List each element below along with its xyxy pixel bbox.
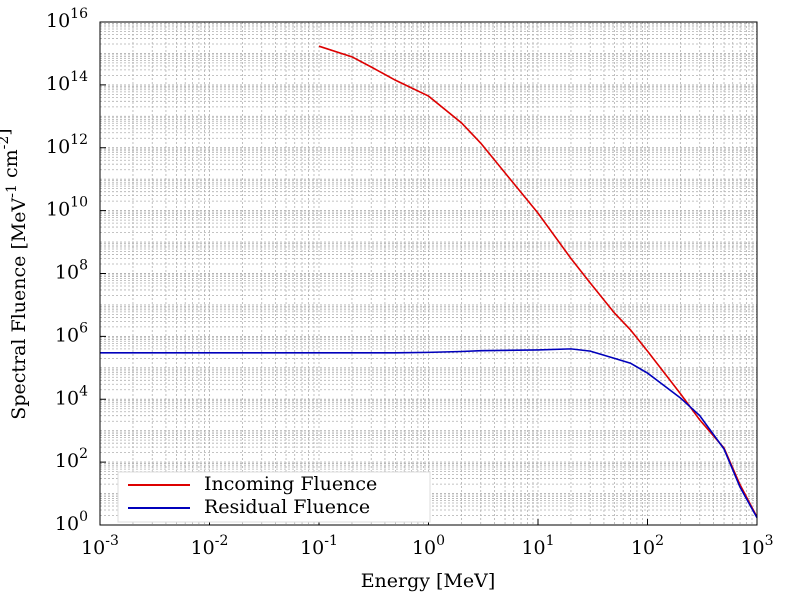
y-tick-label: 1012 [46,132,88,158]
legend-box [117,471,431,523]
y-tick-label: 100 [55,509,88,535]
x-tick-label: 100 [412,533,445,559]
y-axis-label: Spectral Fluence [MeV-1 cm-2] [0,128,30,419]
y-tick-label: 1010 [46,195,88,221]
y-tick-label: 108 [55,258,88,284]
x-axis-label: Energy [MeV] [361,570,496,592]
y-tick-label: 106 [55,320,88,346]
legend-label: Incoming Fluence [204,473,377,495]
x-tick-label: 102 [631,533,664,559]
x-tick-label: 10-2 [191,533,229,559]
y-tick-label: 102 [55,446,88,472]
y-tick-label: 1016 [46,6,88,32]
x-tick-label: 101 [521,533,554,559]
legend-label: Residual Fluence [204,496,370,518]
x-tick-label: 10-1 [300,533,338,559]
x-tick-label: 103 [740,533,773,559]
x-tick-label: 10-3 [81,533,119,559]
y-tick-label: 1014 [46,69,88,95]
y-tick-label: 104 [55,383,88,409]
series-line [318,45,758,518]
plot-frame [99,21,758,526]
series-line [100,348,758,519]
